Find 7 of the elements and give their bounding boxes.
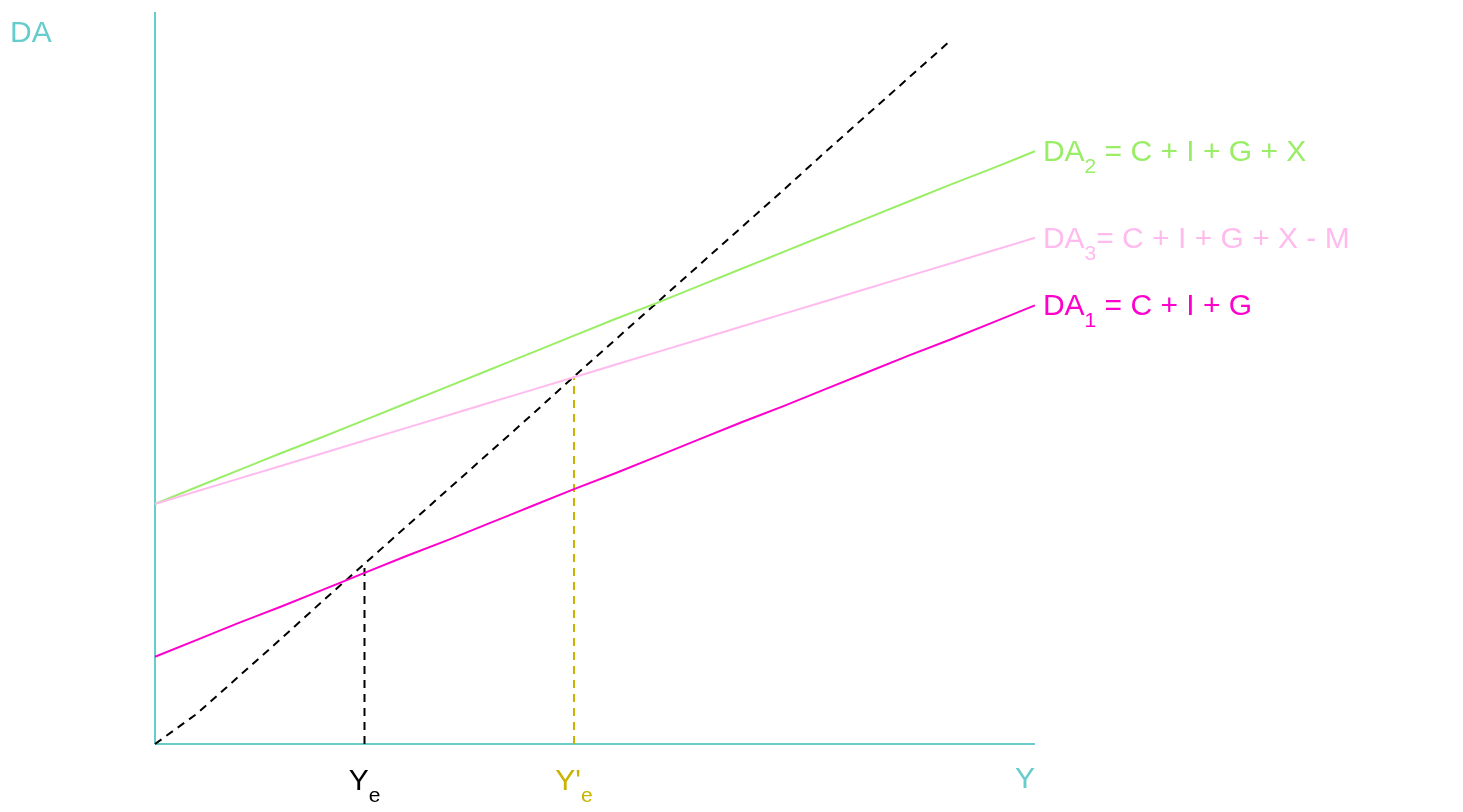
- y-axis-title: DA: [10, 15, 52, 48]
- series-label: DA$_{2}$ = C + I + G + X: [1042, 134, 1307, 177]
- x-tick-label: Y'$_{e}$: [555, 763, 593, 806]
- series-label: DA$_{1}$ = C + I + G: [1042, 288, 1253, 331]
- series-label: DA$_{3}$= C + I + G + X - M: [1042, 220, 1350, 264]
- x-axis-title: Y: [1014, 761, 1035, 794]
- x-tick-label: Y$_{e}$: [348, 763, 381, 806]
